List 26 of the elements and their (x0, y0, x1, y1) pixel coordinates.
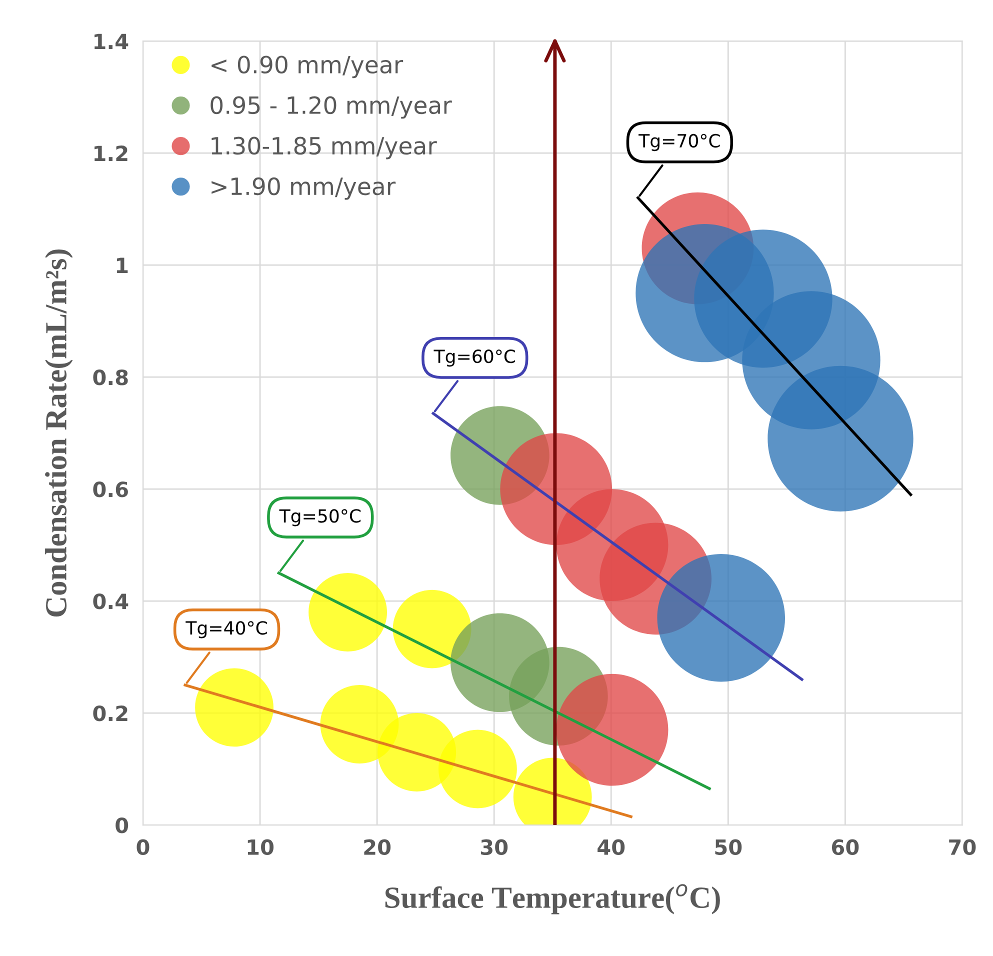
x-tick-label: 20 (364, 839, 391, 856)
x-tick-label: 10 (248, 839, 274, 856)
y-tick-label: 0.4 (93, 594, 128, 610)
y-axis-title: Condensation Rate(mL/m²s) (45, 249, 73, 617)
x-tick-label: 70 (949, 839, 976, 856)
legend-label: 1.30-1.85 mm/year (212, 136, 437, 160)
legend-label: < 0.90 mm/year (212, 56, 404, 78)
x-axis-title: Surface Temperature($^{o}$C) (385, 884, 720, 914)
y-tick-label: 1.2 (94, 146, 128, 162)
annotation: Tg=40°C (186, 621, 267, 638)
y-tick-label: 0.8 (93, 370, 128, 386)
x-tick-label: 60 (832, 839, 859, 856)
y-tick-label: 0 (116, 817, 128, 834)
y-tick-label: 1.4 (94, 34, 128, 50)
annotation: Tg=50°C (279, 509, 361, 526)
x-tick-label: 50 (715, 839, 742, 856)
x-tick-label: 0 (136, 839, 150, 856)
legend-label: >1.90 mm/year (212, 177, 396, 200)
y-tick-label: 0.6 (93, 482, 128, 498)
y-tick-label: 1 (116, 258, 128, 273)
legend-label: 0.95 - 1.20 mm/year (210, 96, 452, 119)
annotation: Tg=70°C (638, 134, 720, 152)
y-tick-label: 0.2 (93, 705, 128, 722)
x-tick-label: 40 (598, 839, 625, 856)
annotation: Tg=60°C (434, 349, 516, 367)
x-tick-label: 30 (480, 839, 508, 856)
